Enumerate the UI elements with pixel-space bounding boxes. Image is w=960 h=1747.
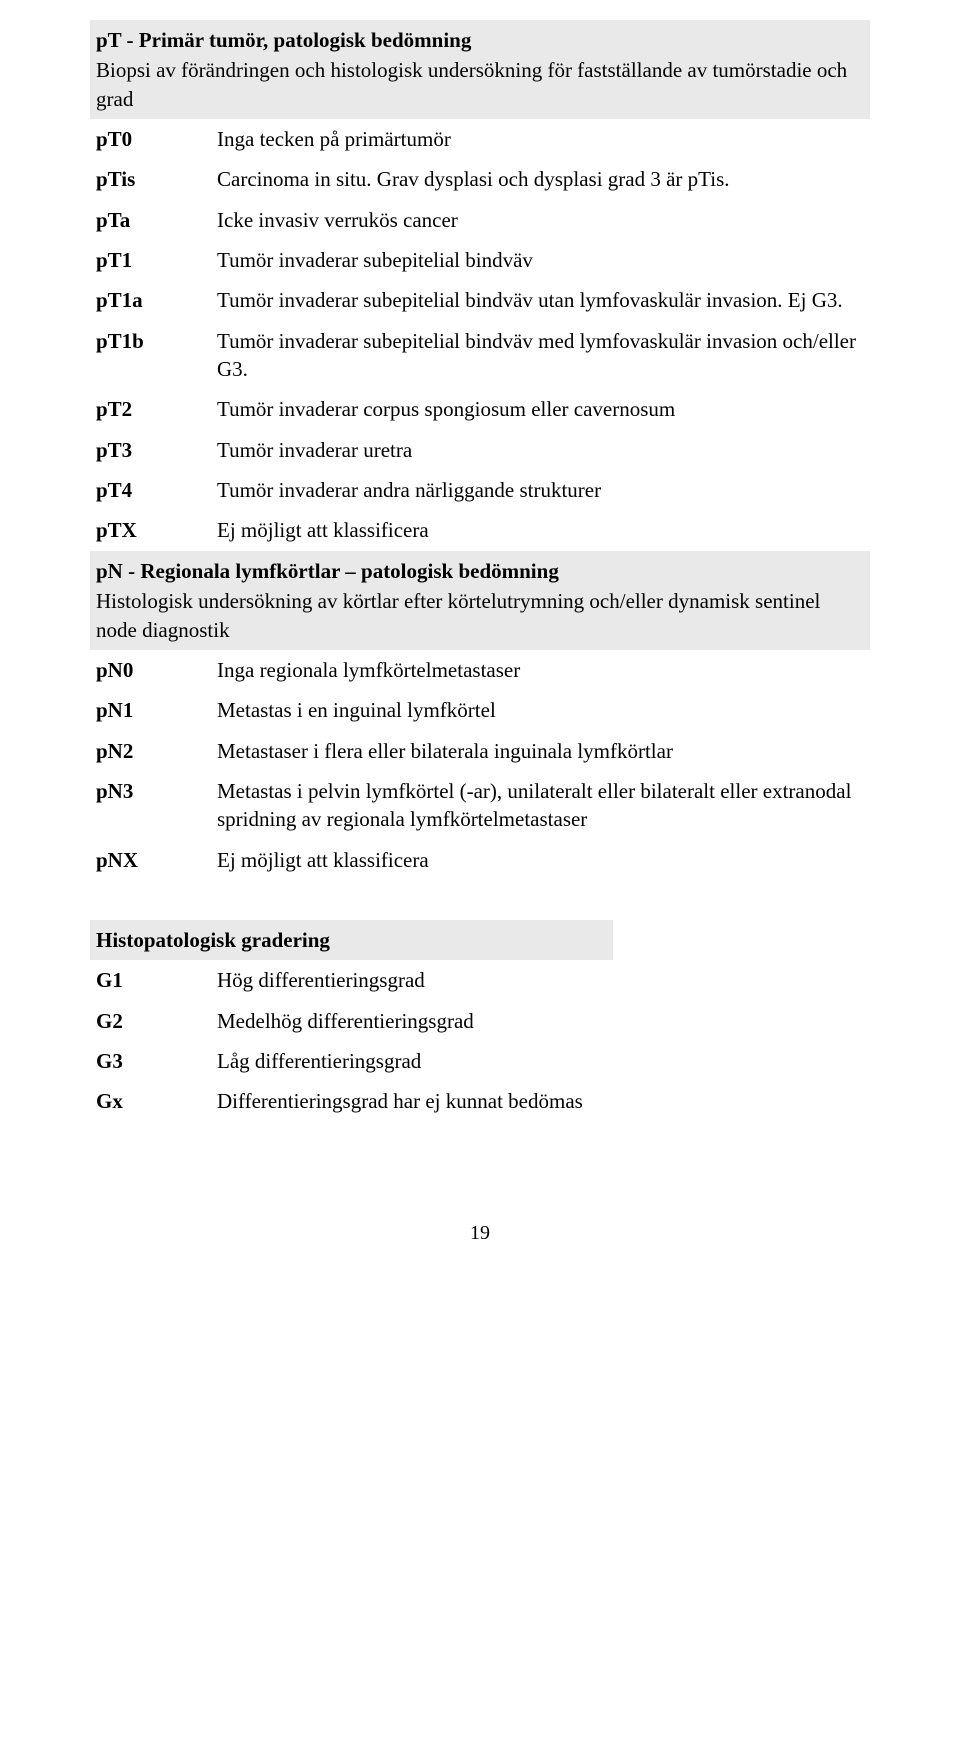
code-cell: pN0 <box>90 650 211 690</box>
desc-cell: Tumör invaderar uretra <box>211 430 870 470</box>
table-row: pT4 Tumör invaderar andra närliggande st… <box>90 470 870 510</box>
table-row: Gx Differentieringsgrad har ej kunnat be… <box>90 1081 613 1121</box>
table-row: G3 Låg differentieringsgrad <box>90 1041 613 1081</box>
desc-cell: Ej möjligt att klassificera <box>211 510 870 550</box>
desc-cell: Tumör invaderar subepitelial bindväv uta… <box>211 280 870 320</box>
desc-cell: Tumör invaderar andra närliggande strukt… <box>211 470 870 510</box>
desc-cell: Låg differentieringsgrad <box>211 1041 613 1081</box>
table-row: pNX Ej möjligt att klassificera <box>90 840 870 880</box>
table-row: G1 Hög differentieringsgrad <box>90 960 613 1000</box>
code-cell: pT3 <box>90 430 211 470</box>
code-cell: pN3 <box>90 771 211 840</box>
grading-title: Histopatologisk gradering <box>90 920 613 960</box>
code-cell: pT1 <box>90 240 211 280</box>
code-cell: pT1a <box>90 280 211 320</box>
desc-cell: Metastas i pelvin lymfkörtel (-ar), unil… <box>211 771 870 840</box>
desc-cell: Metastas i en inguinal lymfkörtel <box>211 690 870 730</box>
table-row: pN3 Metastas i pelvin lymfkörtel (-ar), … <box>90 771 870 840</box>
desc-cell: Tumör invaderar subepitelial bindväv med… <box>211 321 870 390</box>
code-cell: pTX <box>90 510 211 550</box>
code-cell: pN2 <box>90 731 211 771</box>
table-row: pTX Ej möjligt att klassificera <box>90 510 870 550</box>
table-row: pT0 Inga tecken på primärtumör <box>90 119 870 159</box>
table-row: pTa Icke invasiv verrukös cancer <box>90 200 870 240</box>
desc-cell: Tumör invaderar corpus spongiosum eller … <box>211 389 870 429</box>
desc-cell: Ej möjligt att klassificera <box>211 840 870 880</box>
code-cell: Gx <box>90 1081 211 1121</box>
desc-cell: Inga tecken på primärtumör <box>211 119 870 159</box>
document-page: pT - Primär tumör, patologisk bedömning … <box>0 0 960 1285</box>
staging-table: pT - Primär tumör, patologisk bedömning … <box>90 20 870 880</box>
table-row: pT1a Tumör invaderar subepitelial bindvä… <box>90 280 870 320</box>
pn-section-header: pN - Regionala lymfkörtlar – patologisk … <box>90 551 870 650</box>
table-row: pT3 Tumör invaderar uretra <box>90 430 870 470</box>
code-cell: pN1 <box>90 690 211 730</box>
desc-cell: Differentieringsgrad har ej kunnat bedöm… <box>211 1081 613 1121</box>
code-cell: pT4 <box>90 470 211 510</box>
desc-cell: Medelhög differentieringsgrad <box>211 1001 613 1041</box>
code-cell: pT0 <box>90 119 211 159</box>
code-cell: pNX <box>90 840 211 880</box>
desc-cell: Hög differentieringsgrad <box>211 960 613 1000</box>
table-row: pN2 Metastaser i flera eller bilaterala … <box>90 731 870 771</box>
code-cell: pT2 <box>90 389 211 429</box>
desc-cell: Icke invasiv verrukös cancer <box>211 200 870 240</box>
desc-cell: Tumör invaderar subepitelial bindväv <box>211 240 870 280</box>
pn-title: pN - Regionala lymfkörtlar – patologisk … <box>90 551 870 587</box>
pn-subtitle: Histologisk undersökning av körtlar efte… <box>90 587 870 650</box>
table-row: pN0 Inga regionala lymfkörtelmetastaser <box>90 650 870 690</box>
desc-cell: Carcinoma in situ. Grav dysplasi och dys… <box>211 159 870 199</box>
table-row: pTis Carcinoma in situ. Grav dysplasi oc… <box>90 159 870 199</box>
desc-cell: Metastaser i flera eller bilaterala ingu… <box>211 731 870 771</box>
table-row: pT1b Tumör invaderar subepitelial bindvä… <box>90 321 870 390</box>
code-cell: G1 <box>90 960 211 1000</box>
grading-table: Histopatologisk gradering G1 Hög differe… <box>90 920 613 1122</box>
code-cell: pT1b <box>90 321 211 390</box>
table-row: pN1 Metastas i en inguinal lymfkörtel <box>90 690 870 730</box>
code-cell: G2 <box>90 1001 211 1041</box>
grading-header-row: Histopatologisk gradering <box>90 920 613 960</box>
table-row: G2 Medelhög differentieringsgrad <box>90 1001 613 1041</box>
pt-subtitle: Biopsi av förändringen och histologisk u… <box>90 56 870 119</box>
table-row: pT2 Tumör invaderar corpus spongiosum el… <box>90 389 870 429</box>
table-row: pT1 Tumör invaderar subepitelial bindväv <box>90 240 870 280</box>
page-number: 19 <box>90 1222 870 1245</box>
desc-cell: Inga regionala lymfkörtelmetastaser <box>211 650 870 690</box>
code-cell: G3 <box>90 1041 211 1081</box>
code-cell: pTa <box>90 200 211 240</box>
code-cell: pTis <box>90 159 211 199</box>
pt-title: pT - Primär tumör, patologisk bedömning <box>90 20 870 56</box>
pt-section-header: pT - Primär tumör, patologisk bedömning … <box>90 20 870 119</box>
